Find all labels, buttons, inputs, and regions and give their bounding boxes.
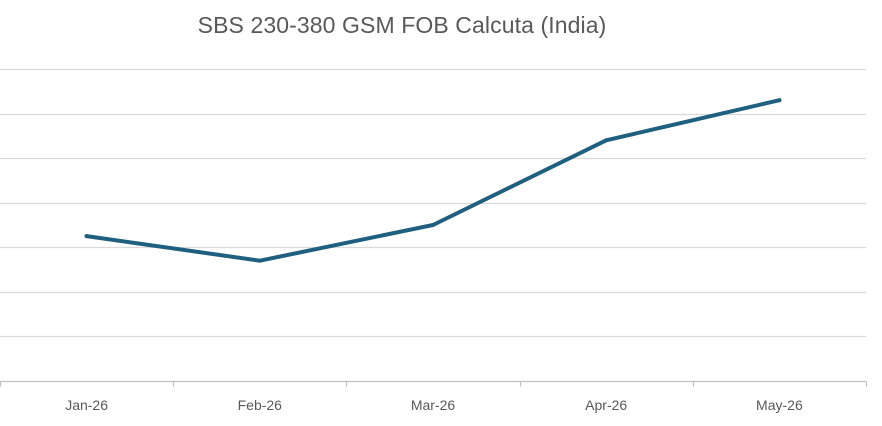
x-tick-label: Mar-26 [411,397,456,413]
data-point [431,223,435,227]
data-point [777,98,782,103]
chart-title: SBS 230-380 GSM FOB Calcuta (India) [197,12,607,38]
data-point [257,258,262,263]
series-layer [84,98,782,263]
x-tick-labels: Jan-26 Feb-26 Mar-26 Apr-26 May-26 [65,397,803,413]
series-line [84,98,782,263]
x-axis [0,380,868,387]
x-tick-label: May-26 [756,397,803,413]
data-point [604,138,609,143]
x-tick-label: Feb-26 [238,397,283,413]
data-point [84,234,89,239]
x-tick-label: Apr-26 [585,397,627,413]
x-tick-label: Jan-26 [65,397,108,413]
